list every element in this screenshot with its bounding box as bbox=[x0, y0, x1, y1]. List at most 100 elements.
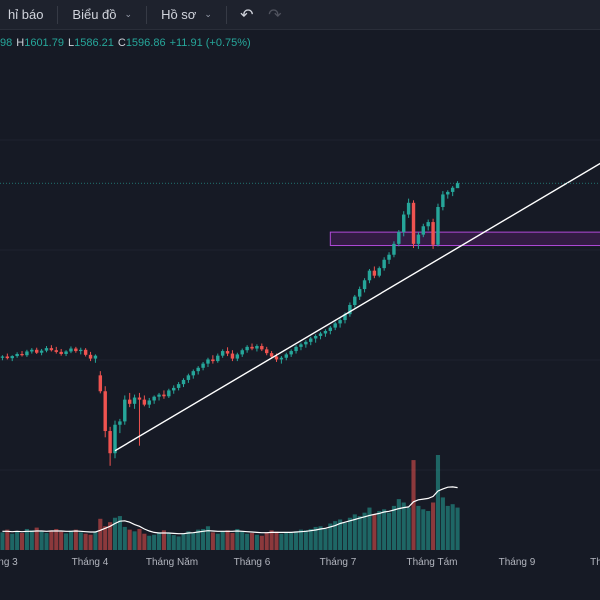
time-axis-label: Tháng 4 bbox=[72, 557, 109, 568]
trendline[interactable] bbox=[114, 132, 600, 452]
volume-bar bbox=[132, 531, 137, 550]
volume-bar bbox=[171, 535, 176, 550]
candle-body bbox=[269, 353, 274, 357]
volume-bar bbox=[377, 510, 382, 550]
volume-bar bbox=[142, 533, 147, 550]
candle bbox=[431, 218, 435, 249]
candle-body bbox=[279, 357, 284, 360]
candle bbox=[79, 347, 83, 355]
volume-bar bbox=[308, 528, 313, 550]
candle bbox=[328, 325, 333, 335]
volume-bar bbox=[372, 514, 377, 550]
volume-bar bbox=[137, 528, 142, 550]
chart-type-dropdown[interactable]: Biểu đồ ⌄ bbox=[64, 0, 140, 30]
candle-body bbox=[157, 394, 161, 397]
candle-body bbox=[206, 359, 210, 364]
volume-bar bbox=[401, 502, 406, 550]
candle-body bbox=[74, 348, 78, 352]
candle-body bbox=[406, 202, 411, 215]
candle-body bbox=[34, 349, 39, 353]
candle-body bbox=[294, 346, 298, 352]
high-label: H bbox=[16, 37, 25, 49]
candle bbox=[323, 329, 328, 337]
volume-bar bbox=[15, 531, 20, 550]
candle bbox=[64, 350, 68, 357]
candle bbox=[216, 353, 220, 363]
candle bbox=[54, 346, 58, 354]
volume-bar bbox=[147, 535, 152, 550]
volume-bar bbox=[298, 529, 304, 550]
volume-bar bbox=[294, 531, 299, 550]
candle-body bbox=[304, 341, 308, 345]
volume-bar bbox=[117, 516, 122, 550]
candle-body bbox=[343, 314, 347, 321]
candle bbox=[15, 352, 19, 358]
candle bbox=[402, 211, 406, 237]
candle bbox=[264, 346, 269, 356]
candle bbox=[157, 392, 161, 401]
candle-body bbox=[216, 355, 220, 362]
volume-bar bbox=[176, 536, 181, 550]
volume-bar bbox=[254, 534, 259, 550]
chevron-down-icon: ⌄ bbox=[204, 9, 212, 19]
volume-bar bbox=[191, 533, 196, 550]
candle-body bbox=[30, 349, 34, 352]
volume-bar bbox=[362, 512, 367, 550]
candle bbox=[98, 371, 103, 394]
candle bbox=[108, 426, 112, 466]
candle-body bbox=[274, 356, 279, 360]
candle-body bbox=[362, 280, 367, 290]
candle bbox=[10, 355, 14, 362]
candle-body bbox=[397, 232, 401, 244]
volume-bar bbox=[78, 532, 83, 550]
candle bbox=[348, 302, 352, 317]
undo-button[interactable]: ↶ bbox=[233, 0, 261, 30]
candle bbox=[83, 348, 88, 357]
candle bbox=[176, 382, 181, 391]
candle bbox=[39, 348, 44, 356]
volume-bar bbox=[259, 535, 264, 550]
indicators-button[interactable]: hỉ báo bbox=[0, 0, 51, 30]
candle-body bbox=[172, 387, 176, 391]
candle bbox=[186, 373, 191, 383]
candle bbox=[69, 346, 73, 354]
volume-bar bbox=[166, 533, 171, 550]
redo-icon: ↷ bbox=[268, 6, 282, 24]
volume-bar bbox=[230, 533, 235, 550]
candle bbox=[313, 334, 318, 343]
volume-bar bbox=[367, 507, 372, 550]
candle-body bbox=[79, 349, 83, 352]
candle bbox=[181, 378, 186, 388]
candle-body bbox=[309, 338, 313, 342]
candle-body bbox=[245, 346, 249, 351]
candle-body bbox=[108, 431, 112, 454]
volume-bar bbox=[186, 531, 191, 550]
candle-body bbox=[69, 348, 73, 352]
candle bbox=[299, 342, 303, 351]
volume-bar bbox=[10, 533, 15, 550]
volume-bar bbox=[396, 499, 401, 550]
volume-bar bbox=[93, 531, 98, 550]
candle bbox=[0, 355, 5, 361]
time-axis-label: Tháng Tám bbox=[407, 557, 458, 568]
candle-body bbox=[113, 424, 117, 454]
volume-bar bbox=[83, 533, 88, 550]
candle bbox=[387, 252, 391, 264]
candle-body bbox=[328, 327, 333, 331]
candle bbox=[25, 349, 29, 357]
candle-body bbox=[436, 207, 440, 245]
candle bbox=[167, 388, 171, 398]
volume-bar bbox=[303, 530, 308, 550]
candle bbox=[132, 394, 137, 409]
volume-bar bbox=[455, 507, 460, 550]
candle bbox=[137, 392, 142, 446]
candle-body bbox=[10, 356, 14, 359]
candle-body bbox=[353, 296, 357, 305]
candle-body bbox=[44, 348, 49, 351]
redo-button[interactable]: ↷ bbox=[261, 0, 289, 30]
candle bbox=[372, 266, 377, 279]
profile-dropdown[interactable]: Hồ sơ ⌄ bbox=[153, 0, 220, 30]
volume-bar bbox=[215, 533, 220, 550]
time-axis[interactable]: ng 3 Tháng 4 Tháng Năm Tháng 6 Tháng 7 Tháng … bbox=[0, 557, 600, 568]
